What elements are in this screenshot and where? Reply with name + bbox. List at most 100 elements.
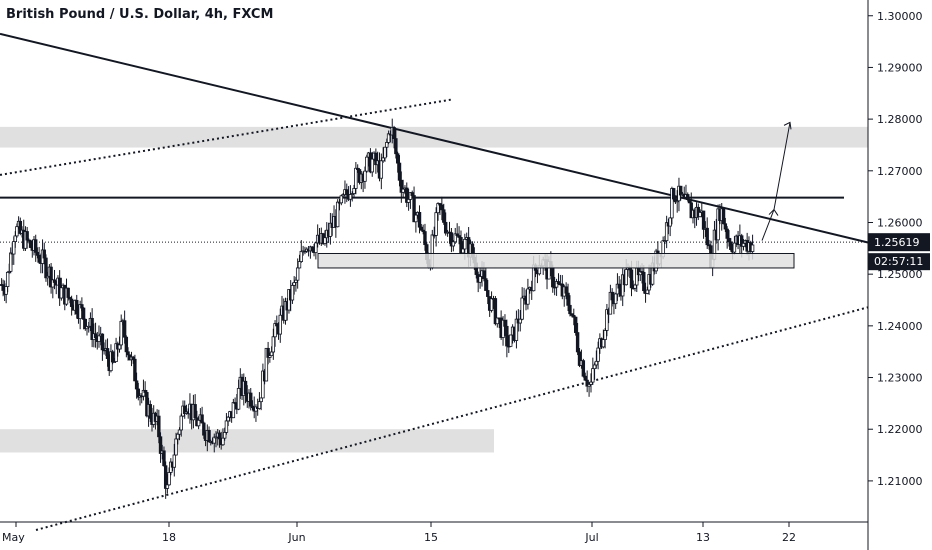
candle-body-74 (124, 336, 129, 353)
candle-body-264 (463, 238, 467, 250)
candle-body-18 (28, 240, 33, 248)
candle-body-262 (459, 237, 463, 254)
candle-body-329 (587, 384, 591, 387)
candle-body-278 (489, 298, 494, 311)
candle-body-236 (410, 192, 414, 196)
candle-body-223 (386, 133, 391, 143)
candle-body-293 (518, 318, 522, 324)
candle-body-60 (100, 333, 105, 351)
candle-body-229 (397, 162, 402, 181)
candle-body-396 (705, 227, 709, 246)
candle-body-133 (226, 416, 230, 422)
candle-body-286 (505, 325, 509, 347)
candle-body-183 (314, 242, 318, 253)
candle-body-158 (269, 351, 274, 357)
candle-body-191 (328, 222, 333, 237)
candle-body-230 (399, 179, 404, 193)
candle-body-297 (526, 288, 530, 305)
candle-body-75 (126, 351, 130, 356)
candle-body-333 (594, 360, 599, 366)
price-tick-label-4: 1.26000 (877, 216, 923, 229)
candle-body-139 (236, 387, 241, 410)
candle-body-326 (581, 360, 586, 377)
candle-body-338 (603, 330, 607, 340)
candle-body-332 (592, 364, 597, 370)
candle-body-163 (278, 314, 282, 335)
candle-body-6 (9, 252, 13, 272)
candle-body-405 (721, 208, 726, 225)
candle-body-3 (4, 286, 8, 295)
candle-body-66 (110, 351, 115, 363)
candle-body-116 (196, 419, 201, 427)
last-price-tag (868, 233, 930, 252)
candle-body-360 (642, 271, 646, 292)
candle-body-381 (679, 185, 683, 196)
candle-body-421 (750, 244, 755, 252)
candle-body-334 (596, 347, 600, 362)
candle-body-350 (624, 269, 628, 286)
candle-body-153 (261, 370, 265, 399)
last-price-value: 1.25619 (874, 236, 920, 249)
candle-body-355 (633, 284, 637, 289)
candle-body-114 (193, 404, 197, 419)
candle-body-205 (354, 167, 358, 189)
candle-body-93 (157, 415, 161, 438)
candle-body-160 (273, 323, 277, 338)
candle-body-210 (363, 170, 367, 182)
candle-body-198 (341, 194, 345, 197)
ascending-dotted-lower (35, 306, 869, 531)
candle-body-233 (405, 187, 409, 203)
candle-body-272 (478, 276, 482, 283)
candle-body-242 (421, 229, 425, 232)
candle-body-98 (165, 484, 170, 489)
candle-body-394 (701, 210, 706, 230)
candle-body-49 (81, 307, 86, 320)
candle-body-317 (564, 286, 568, 294)
candle-body-219 (379, 160, 384, 179)
candle-body-157 (268, 355, 272, 358)
candle-body-48 (80, 304, 84, 309)
candle-body-313 (556, 281, 561, 285)
candle-body-322 (573, 316, 578, 333)
candle-body-408 (727, 237, 731, 243)
candle-body-8 (12, 241, 16, 255)
candle-body-174 (297, 261, 302, 269)
projection-arrowhead-1 (768, 208, 779, 216)
candle-body-386 (687, 199, 692, 204)
price-tick-label-3: 1.27000 (877, 165, 923, 178)
candle-body-318 (566, 292, 570, 306)
candle-body-104 (176, 433, 180, 440)
candle-body-249 (434, 212, 438, 236)
candle-body-240 (417, 211, 422, 228)
candle-body-294 (520, 297, 524, 320)
price-tick-label-8: 1.22000 (877, 423, 923, 436)
chart-title: British Pound / U.S. Dollar, 4h, FXCM (6, 7, 274, 22)
candle-body-42 (69, 298, 74, 307)
price-tick-label-9: 1.21000 (877, 475, 923, 488)
candle-body-105 (177, 429, 182, 435)
price-tick-label-7: 1.23000 (877, 372, 923, 385)
candle-body-284 (501, 319, 505, 338)
candle-body-96 (162, 450, 166, 467)
candle-body-118 (200, 414, 204, 424)
price-tick-label-2: 1.28000 (877, 113, 923, 126)
candle-body-344 (613, 293, 618, 305)
price-tick-label-1: 1.29000 (877, 61, 923, 74)
candle-body-80 (134, 380, 139, 390)
candle-body-16 (25, 231, 29, 241)
candle-body-392 (698, 212, 702, 218)
candle-body-323 (575, 332, 580, 353)
candle-body-342 (610, 291, 614, 301)
candle-body-337 (601, 339, 606, 348)
candle-body-56 (93, 333, 98, 339)
candle-body-234 (406, 199, 411, 203)
candle-body-274 (482, 270, 486, 280)
demand-zone (0, 429, 494, 453)
candle-body-411 (732, 242, 737, 253)
candle-body-320 (570, 313, 574, 316)
candle-body-288 (508, 334, 513, 347)
candle-body-132 (224, 420, 229, 433)
projection-arrow-path (761, 122, 791, 241)
candle-body-73 (122, 320, 127, 338)
